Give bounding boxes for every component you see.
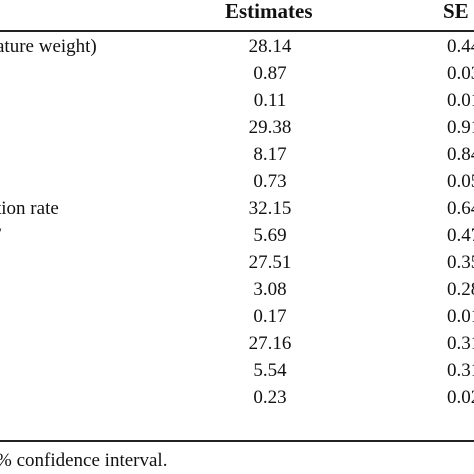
se-value: 0.02	[447, 387, 474, 408]
se-value: 0.03	[447, 63, 474, 84]
se-value: 0.64	[447, 198, 474, 219]
row-label: tion rate	[0, 198, 59, 219]
estimate-value: 0.73	[253, 171, 287, 192]
table-row: 0.73 0.05	[0, 168, 474, 195]
se-value: 0.28	[447, 279, 474, 300]
se-value: 0.05	[447, 171, 474, 192]
estimate-value: 5.54	[253, 360, 287, 381]
row-label: ature weight)	[0, 36, 97, 57]
estimate-value: 32.15	[248, 198, 292, 219]
table-row: 0.23 0.02	[0, 384, 474, 411]
table-header-rule	[0, 30, 474, 32]
se-value: 0.47	[447, 225, 474, 246]
table-row: 0.17 0.01	[0, 303, 474, 330]
estimate-value: 0.11	[253, 90, 287, 111]
table-row: 0.11 0.01	[0, 87, 474, 114]
se-value: 0.01	[447, 90, 474, 111]
table-row: 3.08 0.28	[0, 276, 474, 303]
estimate-value: 0.87	[253, 63, 287, 84]
table-row: ature weight) 28.14 0.44	[0, 33, 474, 60]
estimate-value: 0.23	[253, 387, 287, 408]
estimate-value: 0.17	[253, 306, 287, 327]
table-footnote: % confidence interval.	[0, 450, 168, 471]
se-value: 0.35	[447, 252, 474, 273]
row-label: /	[0, 222, 1, 249]
table-row: 8.17 0.84	[0, 141, 474, 168]
table-header-se: SE	[443, 0, 469, 23]
table-row: 0.87 0.03	[0, 60, 474, 87]
se-value: 0.84	[447, 144, 474, 165]
table-row: / 5.69 0.47	[0, 222, 474, 249]
table-row: 5.54 0.31	[0, 357, 474, 384]
table-header-estimates: Estimates	[225, 0, 313, 23]
table-row: 29.38 0.91	[0, 114, 474, 141]
se-value: 0.31	[447, 333, 474, 354]
estimate-value: 28.14	[248, 36, 292, 57]
table-row: tion rate 32.15 0.64	[0, 195, 474, 222]
estimate-value: 5.69	[253, 225, 287, 246]
se-value: 0.31	[447, 360, 474, 381]
estimate-value: 27.51	[248, 252, 292, 273]
se-value: 0.01	[447, 306, 474, 327]
se-value: 0.44	[447, 36, 474, 57]
estimate-value: 29.38	[248, 117, 292, 138]
estimate-value: 3.08	[253, 279, 287, 300]
table-bottom-rule	[0, 440, 474, 442]
table-row: 27.51 0.35	[0, 249, 474, 276]
estimate-value: 27.16	[248, 333, 292, 354]
estimate-value: 8.17	[253, 144, 287, 165]
se-value: 0.91	[447, 117, 474, 138]
table-row: 27.16 0.31	[0, 330, 474, 357]
